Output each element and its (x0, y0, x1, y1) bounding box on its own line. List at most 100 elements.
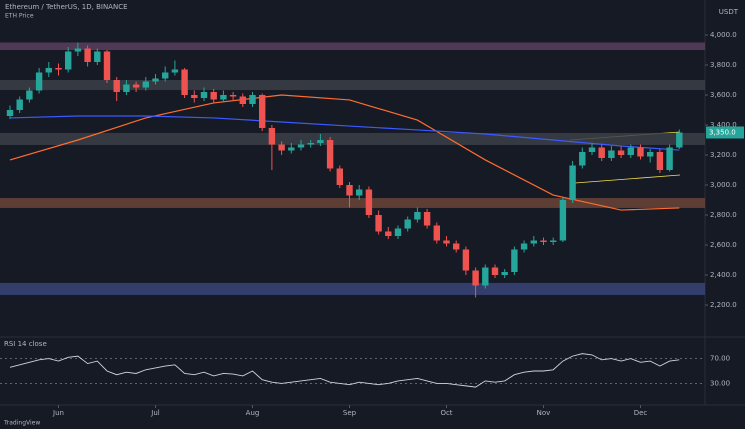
candle-body (530, 240, 537, 244)
candle-body (608, 150, 615, 158)
candle-body (443, 240, 450, 244)
candle-body (220, 95, 227, 100)
candle-body (123, 84, 130, 92)
x-tick-label: Jul (150, 409, 160, 417)
y-tick-label: 3,800.0 (710, 61, 737, 69)
rsi-tick-label: 70.00 (710, 355, 730, 363)
candle-body (569, 165, 576, 200)
y-tick-label: 3,600.0 (710, 91, 737, 99)
candle-body (268, 128, 276, 145)
candle-body (540, 240, 547, 242)
candle-body (656, 152, 664, 170)
candle-body (84, 48, 91, 62)
x-tick-label: Dec (634, 409, 648, 417)
candle-body (346, 185, 353, 196)
candle-body (637, 147, 644, 157)
candle-body (74, 48, 82, 52)
candle-body (103, 51, 111, 80)
x-tick-label: Oct (440, 409, 452, 417)
candle-body (375, 215, 382, 232)
x-tick-label: Jun (52, 409, 64, 417)
candle-body (501, 272, 508, 275)
candle-body (462, 249, 470, 271)
candle-body (65, 51, 72, 70)
y-tick-label: 4,000.0 (710, 31, 737, 39)
candle-body (317, 140, 324, 143)
candle-body (132, 84, 140, 88)
currency: USDT (719, 8, 739, 16)
y-tick-label: 3,200.0 (710, 151, 737, 159)
candle-body (326, 140, 334, 169)
x-tick-label: Sep (343, 409, 357, 417)
candle-body (113, 80, 120, 92)
candle-body (26, 90, 33, 100)
footer: TradingView (3, 420, 40, 427)
candle-body (579, 152, 586, 166)
candle-body (200, 92, 208, 98)
rsi-line (9, 353, 680, 388)
chart-title: Ethereum / TetherUS, 1D, BINANCE (5, 3, 128, 11)
candle-body (297, 144, 305, 148)
candle-body (259, 95, 266, 128)
candle-body (559, 200, 567, 241)
y-tick-label: 2,600.0 (710, 241, 737, 249)
candle-body (647, 152, 654, 157)
candle-body (598, 147, 605, 158)
candle-body (336, 168, 343, 185)
candle-body (520, 243, 528, 250)
candle-body (35, 72, 43, 91)
candle-body (394, 228, 402, 236)
candle-body (472, 270, 479, 286)
candle-body (239, 96, 246, 104)
candle-body (588, 147, 596, 152)
candle-body (414, 212, 421, 220)
candle-body (181, 69, 188, 95)
last-price-label: 3,350.0 (709, 129, 736, 137)
candle-body (55, 68, 62, 70)
zone (0, 80, 705, 91)
zone (0, 198, 705, 208)
y-tick-label: 2,400.0 (710, 271, 737, 279)
candle-body (249, 95, 256, 104)
candle-body (94, 51, 101, 62)
candle-body (676, 132, 683, 148)
zone (0, 42, 705, 50)
zone (0, 132, 705, 145)
candle-body (666, 147, 673, 170)
rsi-tick-label: 30.00 (710, 379, 730, 387)
candle-body (365, 189, 373, 215)
wedge-lower (574, 174, 681, 184)
candle-body (162, 72, 169, 79)
candle-body (627, 147, 634, 155)
candle-body (229, 95, 237, 97)
candle-body (617, 150, 625, 155)
candle-body (288, 147, 295, 151)
candle-body (511, 249, 518, 272)
candle-body (142, 81, 149, 88)
candle-body (550, 240, 557, 242)
candle-body (491, 267, 499, 275)
candle-body (6, 110, 14, 116)
moving-average (9, 94, 680, 211)
y-tick-label: 2,200.0 (710, 301, 737, 309)
y-tick-label: 2,800.0 (710, 211, 737, 219)
candle-body (191, 95, 198, 98)
rsi-label: RSI 14 close (4, 340, 47, 348)
candle-body (16, 99, 23, 110)
candle-body (152, 78, 159, 82)
y-tick-label: 3,000.0 (710, 181, 737, 189)
candle-body (307, 143, 314, 145)
candle-body (45, 68, 52, 73)
moving-average (9, 115, 680, 151)
candle-body (356, 189, 363, 196)
candle-body (433, 225, 440, 241)
candle-body (385, 231, 392, 236)
candle-body (171, 69, 179, 73)
y-tick-label: 3,400.0 (710, 121, 737, 129)
candle-body (278, 144, 285, 151)
candle-body (423, 212, 431, 226)
x-tick-label: Aug (246, 409, 260, 417)
candle-body (210, 92, 217, 100)
